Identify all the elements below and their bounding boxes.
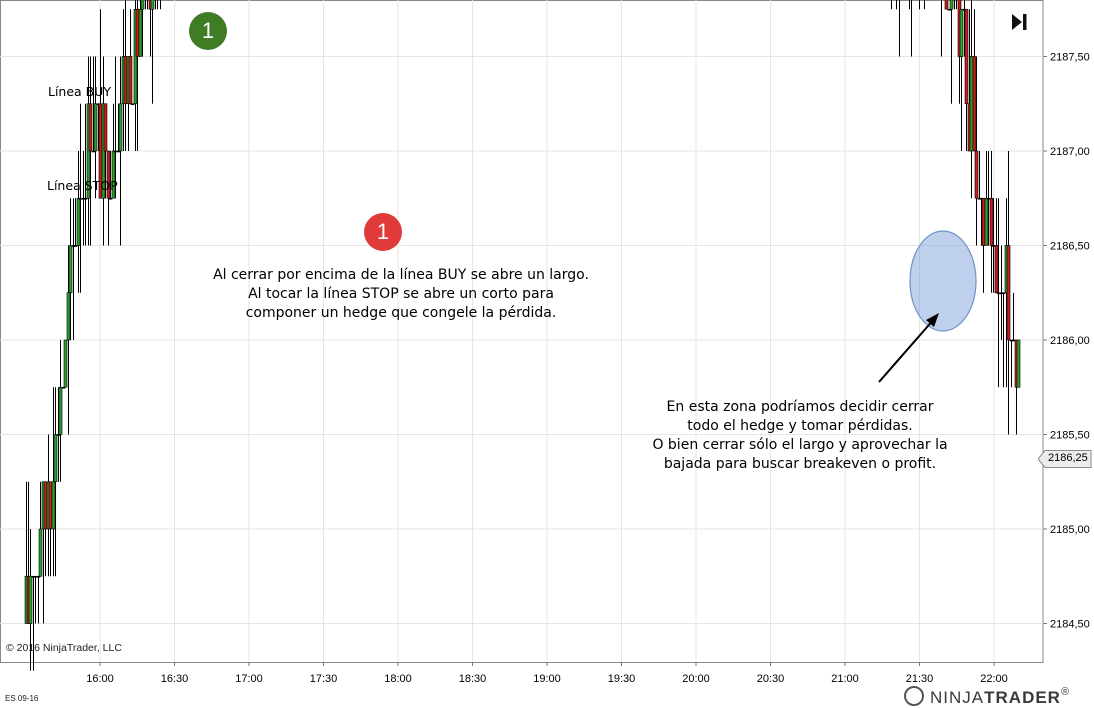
candle-body [974, 150, 979, 199]
candle-body [93, 103, 98, 152]
candle-body [43, 481, 48, 530]
x-tick-label: 18:00 [384, 673, 412, 685]
candle-body [78, 197, 83, 200]
highlight-zone [909, 230, 977, 332]
x-tick-label: 19:30 [608, 673, 636, 685]
candle-body [76, 197, 81, 246]
candle-body [33, 575, 38, 578]
y-tick-label: 2184,50 [1050, 619, 1090, 631]
logo-reg: ® [1060, 686, 1071, 698]
candle-body [108, 197, 113, 200]
candle-body [135, 8, 140, 57]
candle-body [28, 575, 33, 624]
logo-icon [904, 686, 924, 706]
candle-body [38, 528, 43, 577]
candle-body [113, 150, 118, 153]
ninjatrader-logo: NINJATRADER® [904, 686, 1070, 708]
annotation-line: En esta zona podríamos decidir cerrar [666, 399, 934, 415]
y-tick-label: 2187,50 [1050, 52, 1090, 64]
candle-body [66, 292, 71, 341]
candle-body [53, 434, 58, 483]
y-tick-label: 2185,00 [1050, 524, 1090, 536]
arrow-shaft [878, 317, 936, 383]
candle-body [969, 56, 974, 152]
stop-line-label: Línea STOP [47, 178, 118, 193]
zone-annotation: En esta zona podríamos decidir cerrar to… [620, 398, 980, 474]
scroll-to-end-button[interactable] [1010, 10, 1030, 34]
candle-body [986, 197, 991, 200]
candle-body [991, 245, 996, 247]
candle-body [138, 8, 143, 57]
candle-body [944, 0, 949, 10]
candle-body [63, 339, 68, 388]
candle-body [964, 8, 969, 105]
annotation-line: bajada para buscar breakeven o profit. [663, 456, 937, 472]
candle-body [1006, 245, 1011, 341]
x-tick-label: 20:30 [757, 673, 785, 685]
candle-body [984, 197, 989, 246]
copyright-text: © 2016 NinjaTrader, LLC [6, 642, 122, 654]
instrument-label: ES 09-16 [5, 694, 39, 703]
candle-body [61, 386, 66, 389]
candle-body [150, 0, 155, 10]
y-tick-label: 2185,50 [1050, 430, 1090, 442]
skip-end-icon [1012, 14, 1027, 30]
last-price-value: 2186,25 [1048, 452, 1088, 464]
candle-body [981, 197, 986, 246]
candle-body [128, 56, 133, 105]
candle-body [48, 481, 53, 530]
candle-body [972, 56, 977, 152]
candle-body [140, 0, 145, 10]
arrow-head [926, 313, 939, 327]
candle-body [148, 0, 153, 10]
candle-body [51, 481, 56, 530]
x-tick-label: 16:00 [86, 673, 114, 685]
candle-body [58, 386, 63, 435]
y-tick-label: 2186,50 [1050, 241, 1090, 253]
x-tick-label: 21:00 [831, 673, 859, 685]
candle-body [1016, 339, 1021, 388]
candle-body [949, 0, 954, 10]
annotation-line: Al cerrar por encima de la línea BUY se … [213, 267, 589, 283]
price-tag-shape [1038, 450, 1092, 468]
candle-body [994, 245, 999, 294]
candle-body [73, 245, 78, 247]
buy-line-label: Línea BUY [48, 84, 112, 99]
candle-body [36, 575, 41, 578]
y-tick-label: 2186,00 [1050, 335, 1090, 347]
x-tick-label: 20:00 [682, 673, 710, 685]
logo-bold: TRADER [984, 688, 1061, 707]
x-tick-label: 16:30 [161, 673, 189, 685]
candle-body [88, 103, 93, 152]
candle-body [68, 245, 73, 294]
candle-body [1001, 292, 1006, 295]
x-tick-label: 21:30 [906, 673, 934, 685]
candle-body [1011, 339, 1016, 342]
candle-body [996, 292, 1001, 295]
candle-body [123, 56, 128, 105]
x-tick-label: 22:00 [980, 673, 1008, 685]
annotation-line: O bien cerrar sólo el largo y aprovechar… [652, 437, 948, 453]
main-annotation: Al cerrar por encima de la línea BUY se … [176, 266, 626, 323]
logo-light: NINJA [930, 688, 985, 707]
candle-body [130, 103, 135, 106]
annotation-line: todo el hedge y tomar pérdidas. [687, 418, 913, 434]
y-tick-label: 2187,00 [1050, 146, 1090, 158]
candle-body [83, 197, 88, 200]
candle-body [959, 8, 964, 57]
x-tick-label: 18:30 [459, 673, 487, 685]
annotation-line: componer un hedge que congele la pérdida… [245, 305, 557, 321]
candle-body [103, 103, 108, 152]
candle-body [118, 103, 123, 152]
plot-frame [0, 0, 1044, 663]
annotation-line: Al tocar la línea STOP se abre un corto … [248, 286, 554, 302]
x-tick-label: 17:30 [310, 673, 338, 685]
candle-body [989, 197, 994, 246]
x-tick-label: 17:00 [235, 673, 263, 685]
last-price-marker: 2186,25 [1038, 450, 1092, 468]
red-step-badge: 1 [364, 213, 402, 251]
green-step-badge: 1 [189, 12, 227, 50]
x-tick-label: 19:00 [533, 673, 561, 685]
